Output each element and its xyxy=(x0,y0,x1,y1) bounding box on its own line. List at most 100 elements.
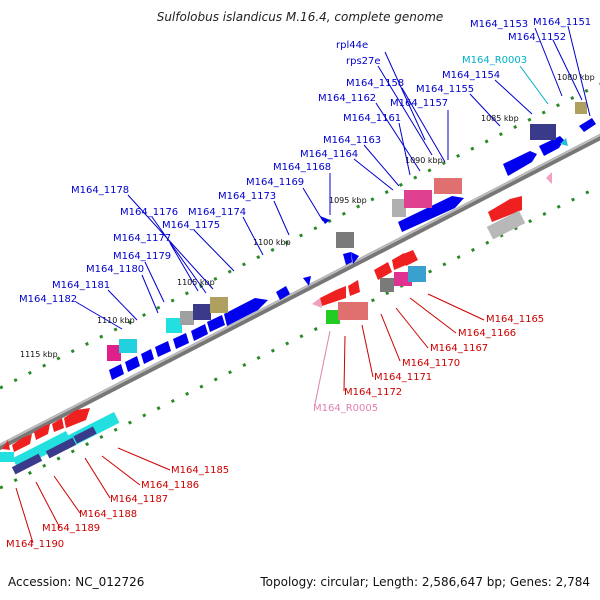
gene-arrow[interactable] xyxy=(64,408,90,428)
gene-box[interactable] xyxy=(336,232,354,248)
gene-box[interactable] xyxy=(210,297,228,313)
gene-box[interactable] xyxy=(392,199,406,217)
gene-label[interactable]: M164_1172 xyxy=(344,387,402,398)
gene-label[interactable]: M164_1177 xyxy=(113,233,171,244)
gene-arrow[interactable] xyxy=(207,315,225,332)
gene-arrow[interactable] xyxy=(348,280,360,296)
gene-box[interactable] xyxy=(166,318,182,333)
gene-box[interactable] xyxy=(338,302,368,320)
gene-label[interactable]: M164_1163 xyxy=(323,135,381,146)
gene-label[interactable]: M164_1171 xyxy=(374,372,432,383)
gene-box[interactable] xyxy=(575,102,587,114)
gene-box[interactable] xyxy=(119,339,137,353)
gene-label[interactable]: M164_1179 xyxy=(113,251,171,262)
gene-label[interactable]: M164_1157 xyxy=(390,98,448,109)
gene-arrow[interactable] xyxy=(303,276,311,286)
gene-box[interactable] xyxy=(107,345,121,361)
gene-label[interactable]: M164_1155 xyxy=(416,84,474,95)
gene-label[interactable]: M164_1169 xyxy=(246,177,304,188)
gene-arrow[interactable] xyxy=(155,341,171,357)
gene-box[interactable] xyxy=(394,272,412,286)
gene-label[interactable]: M164_1152 xyxy=(508,32,566,43)
gene-label[interactable]: M164_1167 xyxy=(430,343,488,354)
gene-label[interactable]: M164_1182 xyxy=(19,294,77,305)
gene-arrow[interactable] xyxy=(125,356,140,372)
gene-arrow[interactable] xyxy=(191,324,208,341)
gene-arrow[interactable] xyxy=(351,252,359,264)
gene-label[interactable]: M164_1151 xyxy=(533,17,591,28)
gene-arrow[interactable] xyxy=(2,440,10,450)
gene-label[interactable]: M164_1162 xyxy=(318,93,376,104)
gene-box[interactable] xyxy=(326,310,340,324)
gene-label[interactable]: M164_1185 xyxy=(171,465,229,476)
gene-arrow[interactable] xyxy=(579,118,596,132)
gene-label[interactable]: M164_1187 xyxy=(110,494,168,505)
gene-box[interactable] xyxy=(180,311,194,325)
guide-dotted-line xyxy=(0,82,600,390)
gene-arrow[interactable] xyxy=(503,151,537,176)
gene-label[interactable]: M164_1153 xyxy=(470,19,528,30)
gene-arrow[interactable] xyxy=(52,418,64,432)
gene-label[interactable]: M164_1180 xyxy=(86,264,144,275)
gene-box[interactable] xyxy=(408,266,426,282)
gene-label[interactable]: M164_1164 xyxy=(300,149,358,160)
gene-label[interactable]: M164_R0003 xyxy=(462,55,527,66)
kbp-label: 1115 kbp xyxy=(20,350,58,359)
topology-text: Topology: circular; Length: 2,586,647 bp… xyxy=(260,575,590,589)
gene-arrow[interactable] xyxy=(539,136,564,156)
gene-box[interactable] xyxy=(530,124,556,140)
gene-box[interactable] xyxy=(193,304,211,320)
gene-box[interactable] xyxy=(0,452,14,462)
gene-box[interactable] xyxy=(45,437,77,459)
gene-label[interactable]: M164_1158 xyxy=(346,78,404,89)
gene-arrow[interactable] xyxy=(141,349,154,364)
gene-arrow[interactable] xyxy=(12,434,32,452)
gene-box[interactable] xyxy=(73,426,97,444)
gene-arrow[interactable] xyxy=(398,196,464,232)
minus-strand-genes xyxy=(0,172,552,475)
gene-label[interactable]: M164_1178 xyxy=(71,185,129,196)
gene-arrow[interactable] xyxy=(392,253,406,270)
gene-label[interactable]: M164_1176 xyxy=(120,207,178,218)
gene-label[interactable]: M164_1189 xyxy=(42,523,100,534)
gene-box[interactable] xyxy=(434,178,462,194)
gene-label[interactable]: M164_1173 xyxy=(218,191,276,202)
gene-label[interactable]: M164_1170 xyxy=(402,358,460,369)
gene-box[interactable] xyxy=(11,453,43,475)
kbp-label: 1105 kbp xyxy=(177,278,215,287)
gene-arrow[interactable] xyxy=(320,286,346,306)
gene-label[interactable]: M164_1161 xyxy=(343,113,401,124)
gene-label[interactable]: M164_1154 xyxy=(442,70,500,81)
gene-label[interactable]: M164_1175 xyxy=(162,220,220,231)
gene-box[interactable] xyxy=(380,278,394,292)
gene-label[interactable]: M164_1174 xyxy=(188,207,246,218)
gene-arrow[interactable] xyxy=(109,364,124,380)
gene-box[interactable] xyxy=(486,210,526,240)
gene-label[interactable]: M164_1181 xyxy=(52,280,110,291)
gene-arrow[interactable] xyxy=(546,172,552,184)
gene-arrow[interactable] xyxy=(560,138,568,146)
gene-label[interactable]: M164_1186 xyxy=(141,480,199,491)
gene-arrow[interactable] xyxy=(276,286,290,300)
gene-arrow[interactable] xyxy=(173,333,189,349)
gene-arrow[interactable] xyxy=(403,250,418,266)
gene-label[interactable]: M164_R0005 xyxy=(313,403,378,414)
gene-arrow[interactable] xyxy=(488,196,522,222)
genome-axis-highlight xyxy=(0,134,600,446)
gene-label[interactable]: M164_1166 xyxy=(458,328,516,339)
gene-label[interactable]: M164_1165 xyxy=(486,314,544,325)
gene-arrow[interactable] xyxy=(343,252,352,265)
plus-strand-rna-boxes xyxy=(107,102,587,361)
gene-label[interactable]: M164_1168 xyxy=(273,162,331,173)
gene-arrow[interactable] xyxy=(224,298,268,326)
gene-label[interactable]: rps27e xyxy=(346,56,381,67)
gene-box[interactable] xyxy=(404,190,432,208)
gene-arrow[interactable] xyxy=(34,424,50,440)
gene-arrow[interactable] xyxy=(320,216,330,224)
gene-label[interactable]: M164_1188 xyxy=(79,509,137,520)
gene-label[interactable]: M164_1190 xyxy=(6,539,64,550)
gene-label[interactable]: rpl44e xyxy=(336,40,368,51)
gene-arrow[interactable] xyxy=(374,262,392,280)
plus-strand-genes xyxy=(109,118,596,380)
gene-arrow[interactable] xyxy=(312,298,322,308)
